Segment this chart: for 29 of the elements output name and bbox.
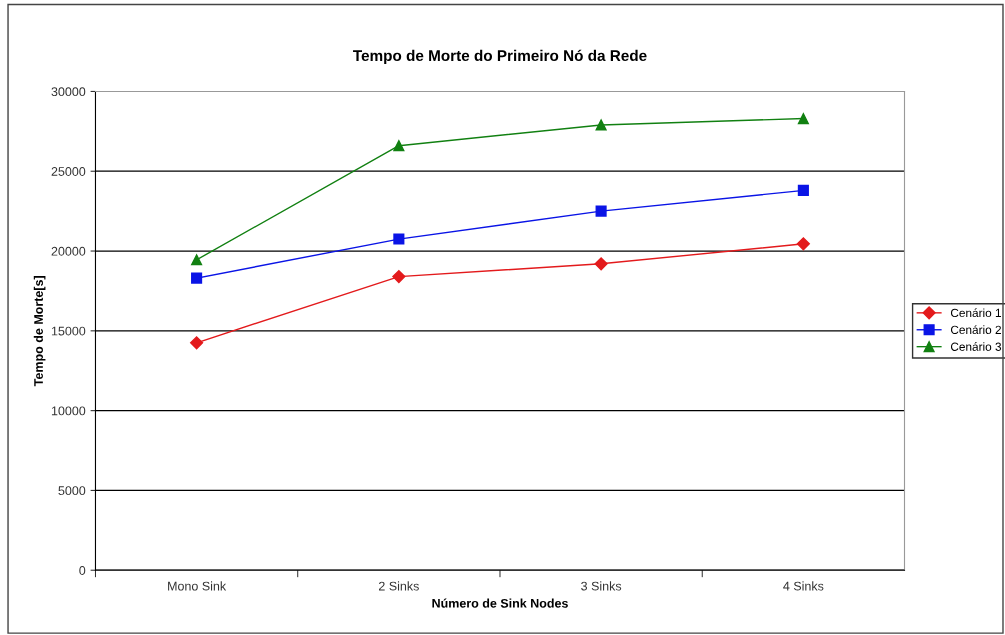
y-tick-label: 20000 xyxy=(51,246,86,256)
chart-title: Tempo de Morte do Primeiro Nó da Rede xyxy=(353,49,647,65)
y-tick-label: 25000 xyxy=(51,167,86,176)
y-tick-label: 10000 xyxy=(51,406,86,416)
point xyxy=(191,272,203,284)
point xyxy=(594,257,608,271)
point xyxy=(797,184,809,196)
x-tick-label: 4 Sinks xyxy=(783,581,824,591)
legend-label: Cenário 2 xyxy=(950,325,1001,334)
point xyxy=(393,140,405,152)
y-tick-label: 0 xyxy=(79,566,86,575)
point xyxy=(191,254,203,266)
y-axis-title: Tempo de Morte[s] xyxy=(33,276,46,387)
point xyxy=(190,336,204,350)
point xyxy=(393,233,405,245)
point xyxy=(595,119,607,131)
x-axis-title: Número de Sink Nodes xyxy=(432,598,568,608)
legend-label: Cenário 1 xyxy=(950,308,1001,318)
y-tick-label: 15000 xyxy=(51,326,86,336)
x-tick-label: 2 Sinks xyxy=(378,581,419,591)
point xyxy=(797,113,809,125)
point xyxy=(595,205,607,217)
point xyxy=(796,237,810,251)
y-tick-label: 5000 xyxy=(58,486,86,496)
x-tick-label: Mono Sink xyxy=(168,581,227,591)
y-tick-label: 30000 xyxy=(51,87,86,97)
point xyxy=(392,269,406,284)
x-tick-label: 3 Sinks xyxy=(581,581,622,591)
legend-label: Cenário 3 xyxy=(950,342,1002,351)
